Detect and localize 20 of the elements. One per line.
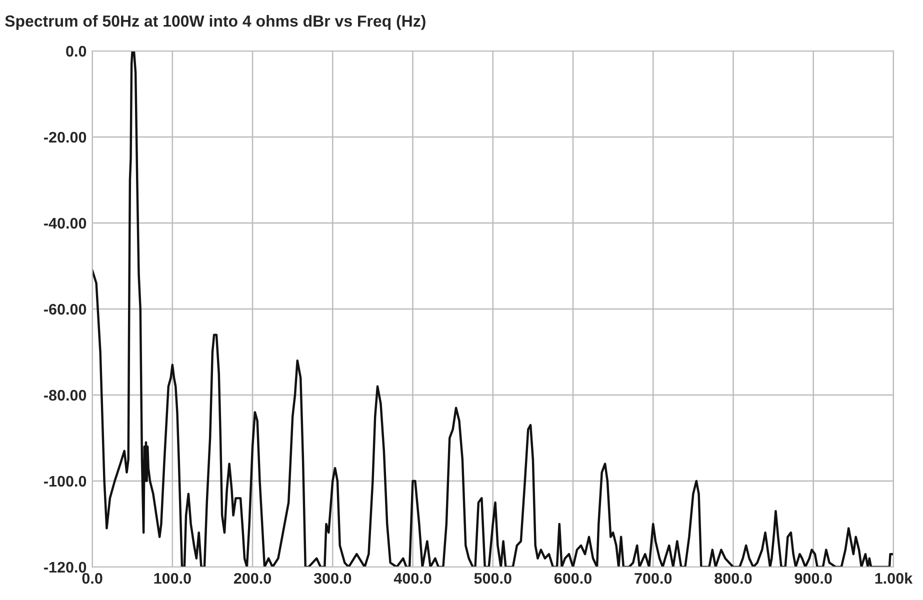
y-tick-label: -60.00 (44, 304, 86, 315)
y-tick-label: -100.0 (44, 476, 86, 487)
x-tick-label: 0.0 (82, 572, 102, 584)
x-tick-label: 300.0 (314, 572, 352, 584)
y-tick-label: -120.0 (44, 562, 86, 573)
y-tick-label: -40.00 (44, 218, 86, 229)
x-tick-label: 500.0 (474, 572, 512, 584)
x-tick-label: 400.0 (394, 572, 432, 584)
line-series (92, 51, 894, 567)
chart-title: Spectrum of 50Hz at 100W into 4 ohms dBr vs Freq (Hz) (5, 15, 426, 30)
x-tick-label: 700.0 (634, 572, 672, 584)
x-tick-label: 900.0 (794, 572, 832, 584)
x-tick-label: 1.00k (875, 572, 913, 584)
y-tick-label: -80.00 (44, 390, 86, 401)
x-tick-label: 100.0 (154, 572, 191, 584)
y-tick-label: -20.00 (44, 132, 86, 143)
x-tick-label: 800.0 (714, 572, 752, 584)
x-tick-label: 200.0 (234, 572, 272, 584)
x-tick-label: 600.0 (554, 572, 592, 584)
y-tick-label: 0.0 (66, 46, 86, 57)
